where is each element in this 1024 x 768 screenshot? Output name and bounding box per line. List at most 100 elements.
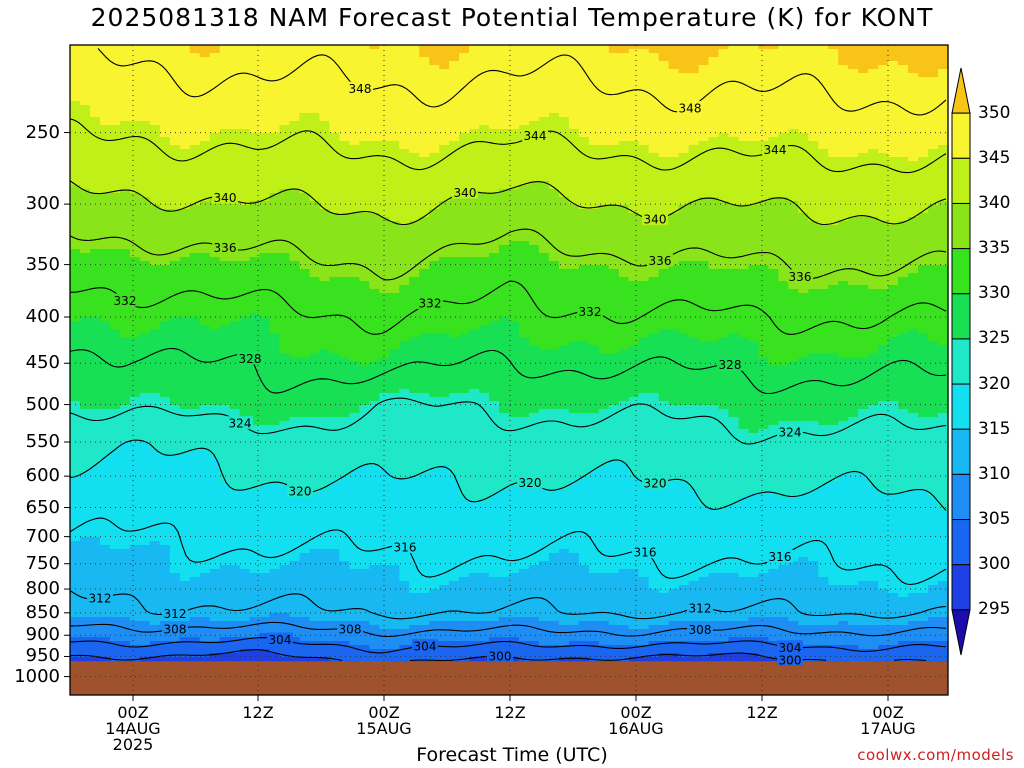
contour-label-text: 304 xyxy=(414,640,437,654)
contour-label-text: 332 xyxy=(419,296,442,310)
contour-label: 340 xyxy=(452,185,478,200)
y-tick-label: 750 xyxy=(25,552,60,574)
contour-label-text: 316 xyxy=(769,550,792,564)
contour-label-text: 328 xyxy=(719,358,742,372)
colorbar-segment xyxy=(951,112,971,159)
contour-label-text: 312 xyxy=(89,591,112,605)
contour-label: 300 xyxy=(777,652,803,667)
contour-label: 336 xyxy=(212,240,238,255)
contour-label-text: 304 xyxy=(779,641,802,655)
x-axis-title: Forecast Time (UTC) xyxy=(416,744,608,766)
colorbar-tick-label: 325 xyxy=(978,328,1011,349)
contour-312 xyxy=(69,590,947,620)
contour-label: 340 xyxy=(212,190,238,205)
contour-label-text: 320 xyxy=(519,476,542,490)
contour-label-text: 348 xyxy=(679,102,702,116)
y-tick-label: 250 xyxy=(25,121,60,143)
contour-label-text: 308 xyxy=(164,622,187,636)
contour-316 xyxy=(69,517,947,586)
contour-label-text: 304 xyxy=(269,633,292,647)
colorbar-segment xyxy=(951,473,971,521)
y-tick-label: 950 xyxy=(25,645,60,667)
colorbar-tick-label: 315 xyxy=(978,418,1011,439)
x-tick-label: 00Z 16AUG xyxy=(608,703,664,738)
colorbar-tick-label: 310 xyxy=(978,463,1011,484)
contour-label: 332 xyxy=(417,295,443,310)
contour-label-text: 348 xyxy=(349,82,372,96)
contour-label: 308 xyxy=(337,622,363,637)
contour-label: 304 xyxy=(412,639,438,654)
x-tick-label: 12Z xyxy=(746,703,778,722)
colorbar-segment xyxy=(951,293,971,340)
x-tick-label: 12Z xyxy=(494,703,526,722)
y-tick-label: 900 xyxy=(25,624,60,646)
contour-308 xyxy=(69,621,947,638)
contour-label: 340 xyxy=(642,212,668,227)
contour-label: 332 xyxy=(112,293,138,308)
contour-label-text: 312 xyxy=(689,601,712,615)
colorbar-bottom-arrow xyxy=(951,609,971,656)
colorbar-segment xyxy=(951,383,971,430)
y-tick-label: 600 xyxy=(25,465,60,487)
y-tick-label: 400 xyxy=(25,306,60,328)
gridlines xyxy=(70,45,948,695)
contour-332 xyxy=(69,280,947,335)
plot-frame xyxy=(69,44,949,696)
contour-label: 328 xyxy=(717,357,743,372)
y-tick-label: 650 xyxy=(25,496,60,518)
contour-label-text: 300 xyxy=(489,650,512,664)
contour-label-text: 344 xyxy=(764,143,787,157)
contour-328 xyxy=(69,347,947,395)
colorbar-tick-label: 350 xyxy=(978,102,1011,123)
contour-label-text: 336 xyxy=(649,254,672,268)
contour-label-text: 336 xyxy=(789,270,812,284)
y-tick-label: 300 xyxy=(25,193,60,215)
x-tick-label: 00Z 17AUG xyxy=(860,703,916,738)
contour-label: 308 xyxy=(162,621,188,636)
x-tick-label: 00Z 15AUG xyxy=(356,703,412,738)
colorbar xyxy=(951,67,971,656)
contour-label-text: 340 xyxy=(644,213,667,227)
tick-marks xyxy=(64,132,889,701)
colorbar-segment xyxy=(951,519,971,566)
contour-label: 320 xyxy=(287,484,313,499)
contour-label-text: 316 xyxy=(394,541,417,555)
y-tick-label: 500 xyxy=(25,393,60,415)
contour-label: 316 xyxy=(767,549,793,564)
y-tick-label: 450 xyxy=(25,352,60,374)
colorbar-segment xyxy=(951,248,971,295)
contour-lines xyxy=(69,48,947,662)
colorbar-tick-label: 335 xyxy=(978,238,1011,259)
y-tick-label: 700 xyxy=(25,525,60,547)
contour-320 xyxy=(69,439,947,511)
colorbar-top-arrow xyxy=(951,67,971,114)
contour-label: 324 xyxy=(227,416,253,431)
contour-348 xyxy=(97,48,947,116)
colorbar-segment xyxy=(951,564,971,611)
contour-label: 304 xyxy=(267,632,293,647)
y-tick-label: 800 xyxy=(25,578,60,600)
contour-label-text: 344 xyxy=(524,129,547,143)
x-tick-label: 12Z xyxy=(242,703,274,722)
contour-label: 316 xyxy=(392,540,418,555)
y-tick-label: 550 xyxy=(25,430,60,452)
chart-title: 2025081318 NAM Forecast Potential Temper… xyxy=(90,3,934,32)
contour-label-text: 332 xyxy=(579,305,602,319)
contour-label: 320 xyxy=(517,475,543,490)
y-tick-label: 1000 xyxy=(14,665,60,687)
contour-label-text: 300 xyxy=(779,653,802,667)
contour-label: 324 xyxy=(777,424,803,439)
colorbar-tick-label: 320 xyxy=(978,373,1011,394)
contour-label: 344 xyxy=(762,142,788,157)
contour-label-text: 320 xyxy=(644,476,667,490)
colorbar-tick-label: 295 xyxy=(978,599,1011,620)
colorbar-tick-label: 330 xyxy=(978,283,1011,304)
x-tick-label: 00Z 14AUG 2025 xyxy=(105,703,161,754)
contour-label-text: 340 xyxy=(454,186,477,200)
colorbar-tick-label: 300 xyxy=(978,554,1011,575)
colorbar-tick-label: 305 xyxy=(978,509,1011,530)
contour-label-text: 308 xyxy=(339,623,362,637)
filled-field xyxy=(70,45,949,662)
contour-label-text: 336 xyxy=(214,241,237,255)
